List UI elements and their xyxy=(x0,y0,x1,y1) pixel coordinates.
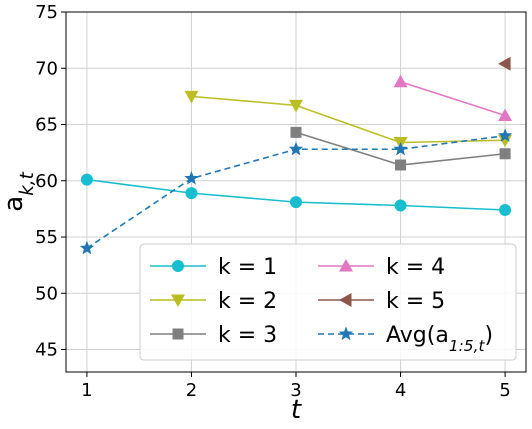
y-tick-label: 70 xyxy=(35,58,58,79)
x-tick-label: 4 xyxy=(395,380,406,401)
series-5 xyxy=(498,56,511,71)
y-tick-label: 55 xyxy=(35,227,58,248)
data-point xyxy=(289,99,303,113)
data-point xyxy=(498,56,511,71)
legend-label: k = 3 xyxy=(218,323,277,348)
data-point xyxy=(288,141,304,156)
data-point xyxy=(394,199,407,212)
y-tick-label: 75 xyxy=(35,2,58,23)
legend-label: Avg(a1:5,t) xyxy=(386,323,493,355)
legend-entry-6: Avg(a1:5,t) xyxy=(318,323,493,355)
x-axis-label: t xyxy=(291,395,302,425)
legend-entry-2: k = 2 xyxy=(150,289,277,314)
series-line xyxy=(400,80,506,117)
data-point xyxy=(393,141,408,156)
data-point xyxy=(498,108,513,121)
data-point xyxy=(498,134,513,148)
data-point xyxy=(80,173,93,186)
series-line xyxy=(191,95,506,144)
y-tick-label: 65 xyxy=(35,115,58,136)
legend-marker xyxy=(171,294,185,307)
legend-label: k = 2 xyxy=(218,289,277,314)
legend-entry-4: k = 4 xyxy=(318,255,445,280)
series-4 xyxy=(393,74,513,121)
data-point xyxy=(290,196,302,209)
series-6 xyxy=(79,128,513,255)
data-point xyxy=(184,171,199,185)
series-1 xyxy=(80,173,512,216)
y-tick-label: 50 xyxy=(35,283,58,304)
legend-label: k = 1 xyxy=(218,255,277,280)
x-tick-label: 1 xyxy=(81,380,92,401)
legend-entry-1: k = 1 xyxy=(150,255,277,280)
legend: k = 1 k = 2 k = 3 k = 4 k = 5 Avg(a1:5,t) xyxy=(139,243,517,361)
data-point xyxy=(79,240,95,255)
x-tick-label: 5 xyxy=(499,380,510,401)
legend-entry-3: k = 3 xyxy=(150,323,277,348)
x-tick-label: 2 xyxy=(186,380,197,401)
data-point xyxy=(393,74,408,88)
legend-entry-5: k = 5 xyxy=(318,289,445,314)
data-point xyxy=(395,159,407,171)
data-point xyxy=(499,148,511,160)
data-point xyxy=(499,204,512,216)
legend-label: k = 5 xyxy=(386,289,445,314)
y-axis-label: ak,t xyxy=(0,171,38,211)
data-point xyxy=(497,128,513,142)
data-point xyxy=(290,126,302,138)
legend-marker xyxy=(339,259,353,272)
data-point xyxy=(184,90,199,104)
legend-marker xyxy=(338,326,354,341)
x-tick-label: 3 xyxy=(290,380,301,401)
legend-frame xyxy=(139,243,517,361)
y-tick-label: 45 xyxy=(35,340,58,361)
series-layer xyxy=(79,56,513,255)
series-3 xyxy=(290,126,511,171)
legend-label: k = 4 xyxy=(386,255,445,280)
legend-marker xyxy=(339,293,352,307)
data-point xyxy=(185,187,198,200)
legend-marker xyxy=(172,328,184,340)
legend-marker xyxy=(172,260,184,272)
y-tick-label: 60 xyxy=(35,171,58,192)
